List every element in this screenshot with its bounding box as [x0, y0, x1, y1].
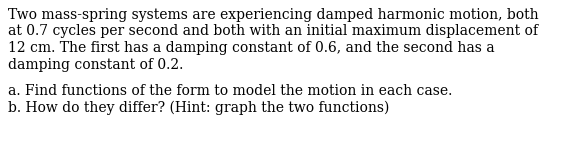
Text: b. How do they differ? (Hint: graph the two functions): b. How do they differ? (Hint: graph the …: [8, 101, 389, 115]
Text: 12 cm. The first has a damping constant of 0.6, and the second has a: 12 cm. The first has a damping constant …: [8, 41, 495, 55]
Text: a. Find functions of the form to model the motion in each case.: a. Find functions of the form to model t…: [8, 84, 453, 98]
Text: Two mass-spring systems are experiencing damped harmonic motion, both: Two mass-spring systems are experiencing…: [8, 8, 539, 22]
Text: damping constant of 0.2.: damping constant of 0.2.: [8, 58, 183, 72]
Text: at 0.7 cycles per second and both with an initial maximum displacement of: at 0.7 cycles per second and both with a…: [8, 25, 538, 38]
